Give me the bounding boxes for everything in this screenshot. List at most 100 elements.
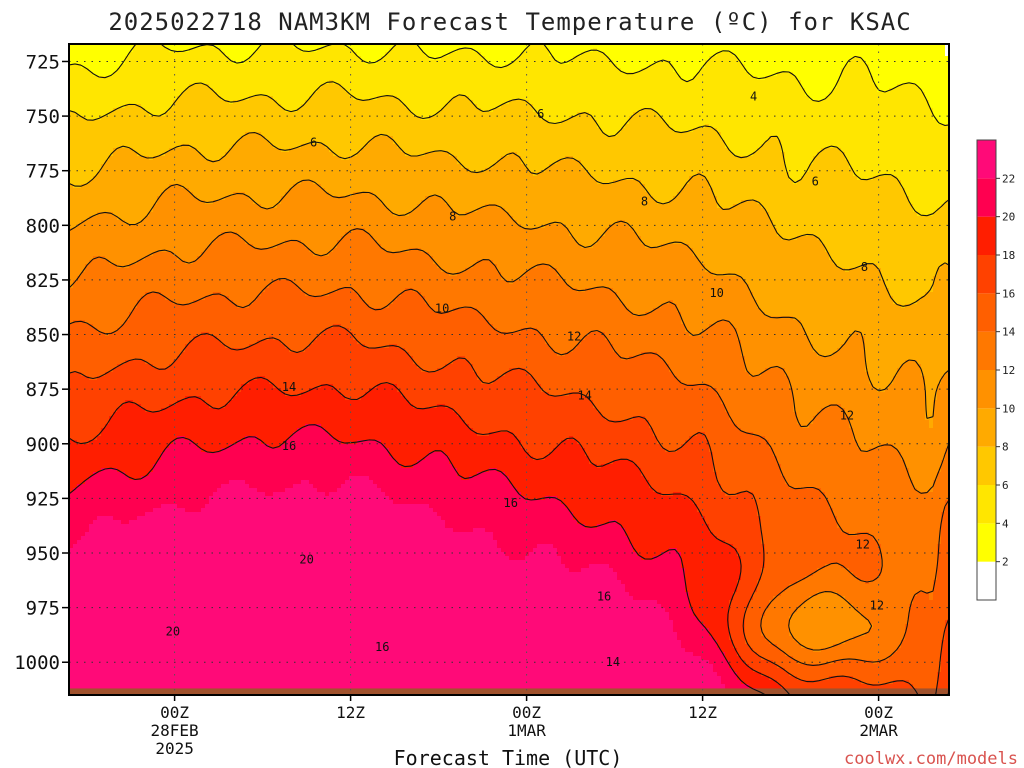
temperature-cell [913,52,918,57]
temperature-cell [345,52,350,57]
temperature-cell [865,48,870,53]
temperature-cell [733,72,738,77]
temperature-cell [333,120,338,125]
temperature-cell [625,124,630,129]
temperature-cell [373,104,378,109]
temperature-cell [841,60,846,65]
temperature-cell [237,112,242,117]
temperature-cell [109,116,114,121]
temperature-cell [357,124,362,129]
temperature-cell [517,132,522,137]
temperature-cell [305,84,310,89]
temperature-cell [137,80,142,85]
temperature-cell [517,124,522,129]
temperature-cell [629,88,634,93]
temperature-cell [917,108,922,113]
temperature-cell [357,112,362,117]
temperature-cell [233,52,238,57]
temperature-cell [441,120,446,125]
temperature-cell [461,52,466,57]
temperature-cell [397,64,402,69]
temperature-cell [925,56,930,61]
temperature-cell [493,100,498,105]
temperature-cell [133,52,138,57]
temperature-cell [321,100,326,105]
temperature-cell [729,72,734,77]
temperature-cell [201,60,206,65]
temperature-cell [145,56,150,61]
temperature-cell [733,120,738,125]
temperature-cell [189,76,194,81]
temperature-cell [505,124,510,129]
temperature-cell [725,92,730,97]
temperature-cell [397,116,402,121]
temperature-cell [505,84,510,89]
temperature-cell [817,80,822,85]
temperature-cell [885,72,890,77]
temperature-cell [181,76,186,81]
temperature-cell [273,48,278,53]
temperature-cell [469,88,474,93]
temperature-cell [397,68,402,73]
temperature-cell [73,104,78,109]
temperature-cell [341,48,346,53]
temperature-cell [577,80,582,85]
temperature-cell [601,68,606,73]
temperature-cell [569,120,574,125]
temperature-cell [905,68,910,73]
temperature-cell [689,132,694,137]
temperature-cell [657,124,662,129]
temperature-cell [889,116,894,121]
temperature-cell [397,108,402,113]
temperature-cell [197,100,202,105]
temperature-cell [589,96,594,101]
temperature-cell [197,80,202,85]
temperature-cell [565,56,570,61]
temperature-cell [757,108,762,113]
temperature-cell [73,92,78,97]
temperature-cell [421,100,426,105]
temperature-cell [897,128,902,133]
temperature-cell [633,48,638,53]
temperature-cell [77,92,82,97]
temperature-cell [109,76,114,81]
temperature-cell [513,48,518,53]
temperature-cell [805,84,810,89]
temperature-cell [941,80,946,85]
temperature-cell [453,88,458,93]
temperature-cell [409,56,414,61]
temperature-cell [385,116,390,121]
temperature-cell [813,104,818,109]
temperature-cell [405,92,410,97]
temperature-cell [421,108,426,113]
temperature-cell [205,96,210,101]
temperature-cell [277,52,282,57]
temperature-cell [473,56,478,61]
temperature-cell [853,68,858,73]
temperature-cell [229,64,234,69]
temperature-cell [581,132,586,137]
temperature-cell [337,116,342,121]
temperature-cell [293,56,298,61]
temperature-cell [505,56,510,61]
temperature-cell [921,72,926,77]
temperature-cell [165,76,170,81]
temperature-cell [97,124,102,129]
temperature-cell [497,52,502,57]
temperature-cell [465,128,470,133]
temperature-cell [345,124,350,129]
temperature-cell [605,80,610,85]
temperature-cell [925,124,930,129]
temperature-cell [601,100,606,105]
temperature-cell [333,68,338,73]
temperature-cell [421,80,426,85]
temperature-cell [553,76,558,81]
temperature-cell [389,104,394,109]
temperature-cell [373,56,378,61]
temperature-cell [657,104,662,109]
temperature-cell [273,68,278,73]
temperature-cell [521,80,526,85]
temperature-cell [817,64,822,69]
temperature-cell [913,124,918,129]
temperature-cell [873,88,878,93]
